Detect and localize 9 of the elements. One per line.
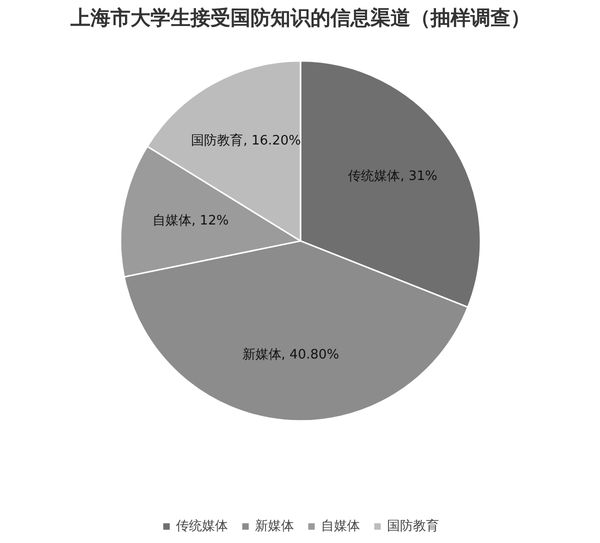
legend-label: 自媒体 [321, 518, 360, 535]
data-label: 国防教育, 16.20% [191, 132, 302, 149]
legend-label: 新媒体 [255, 518, 294, 535]
data-label: 新媒体, 40.80% [242, 347, 340, 362]
data-label: 传统媒体, 31% [348, 169, 438, 184]
chart-title: 上海市大学生接受国防知识的信息渠道（抽样调查） [70, 6, 530, 30]
data-label: 自媒体, 12% [152, 213, 229, 228]
legend-label: 国防教育 [387, 518, 439, 535]
legend-label: 传统媒体 [176, 518, 228, 535]
